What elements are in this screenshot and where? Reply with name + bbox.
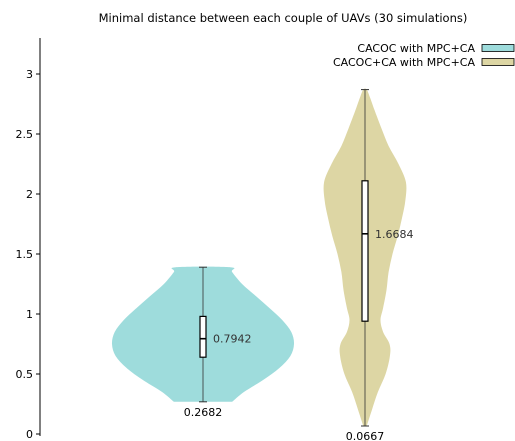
min-label: 0.0667	[346, 430, 385, 441]
y-tick-label: 2	[26, 188, 33, 201]
violin-group: 1.6684 0.0667	[324, 89, 414, 441]
y-tick-label: 2.5	[16, 128, 34, 141]
median-label: 0.7942	[213, 333, 252, 346]
legend-swatch	[482, 59, 514, 66]
legend-swatch	[482, 45, 514, 52]
legend-label: CACOC+CA with MPC+CA	[333, 56, 475, 69]
violin-group: 0.7942 0.2682	[112, 267, 294, 419]
y-axis-ticks: 0 0.5 1 1.5 2 2.5 3	[16, 68, 41, 441]
violins: 0.7942 0.2682 1.6684 0.0667	[112, 89, 414, 441]
median-label: 1.6684	[375, 228, 414, 241]
iqr-box	[362, 181, 368, 321]
min-label: 0.2682	[184, 406, 223, 419]
y-tick-label: 1.5	[16, 248, 34, 261]
y-tick-label: 0.5	[16, 368, 34, 381]
y-tick-label: 1	[26, 308, 33, 321]
y-tick-label: 0	[26, 428, 33, 441]
chart-title: Minimal distance between each couple of …	[99, 11, 468, 25]
iqr-box	[200, 316, 206, 357]
y-tick-label: 3	[26, 68, 33, 81]
legend-label: CACOC with MPC+CA	[357, 42, 475, 55]
